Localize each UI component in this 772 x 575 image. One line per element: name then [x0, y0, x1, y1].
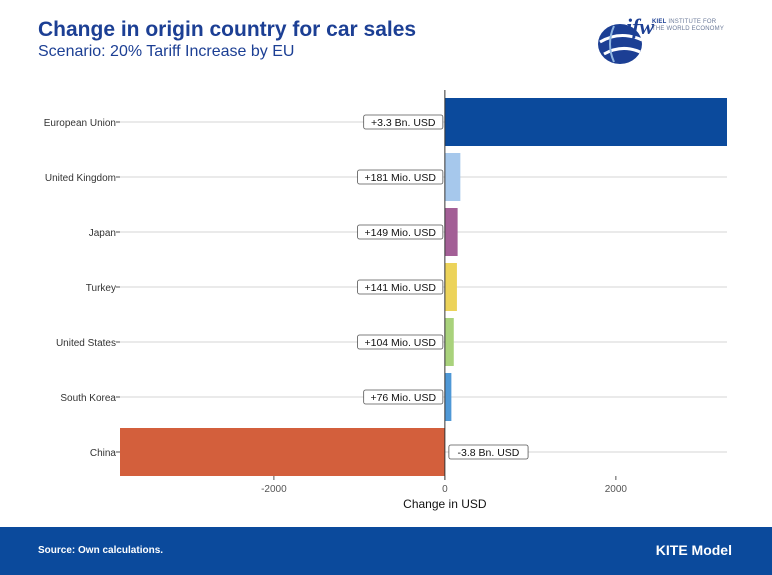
data-label: -3.8 Bn. USD [458, 447, 520, 459]
logo-text: KIEL INSTITUTE FOR THE WORLD ECONOMY [652, 19, 725, 32]
kite-model-brand: KITE Model [655, 542, 732, 558]
category-label: Turkey [86, 283, 116, 294]
bar [444, 208, 458, 256]
source-note: Source: Own calculations. [38, 545, 164, 556]
data-label: +141 Mio. USD [364, 282, 436, 294]
data-label-box [448, 444, 529, 460]
chart-subtitle: Scenario: 20% Tariff Increase by EU [38, 43, 295, 60]
category-label: China [90, 448, 117, 459]
data-label: +104 Mio. USD [364, 337, 436, 349]
data-label-box [357, 334, 444, 350]
footer-bar: Source: Own calculations. KITE Model [0, 527, 772, 575]
data-label: +149 Mio. USD [364, 227, 436, 239]
data-label-box [363, 114, 444, 130]
globe-icon: ifw [598, 14, 654, 64]
category-label: Japan [89, 228, 116, 239]
data-label-box [357, 224, 444, 240]
bar [444, 373, 452, 421]
x-tick-label: -2000 [261, 484, 287, 495]
category-label: United States [56, 338, 116, 349]
data-label-box [363, 389, 444, 405]
x-axis-title: Change in USD [403, 497, 487, 511]
data-label-box [357, 169, 444, 185]
data-label-box [357, 279, 444, 295]
bar [444, 318, 454, 366]
data-label: +181 Mio. USD [364, 172, 436, 184]
x-tick-label: 0 [442, 484, 448, 495]
kiel-institute-logo: ifw [586, 12, 736, 68]
bar [444, 153, 461, 201]
bar-chart: European Union United Kingdom Japan Turkey U… [44, 90, 727, 511]
category-label: European Union [44, 118, 116, 129]
bar [444, 263, 457, 311]
category-label: United Kingdom [45, 173, 116, 184]
category-label: South Korea [60, 393, 116, 404]
bar [444, 98, 727, 146]
data-label: +76 Mio. USD [370, 392, 436, 404]
x-tick-label: 2000 [605, 484, 628, 495]
logo-wordmark: ifw [626, 14, 654, 39]
chart-title: Change in origin country for car sales [38, 18, 417, 41]
data-label: +3.3 Bn. USD [371, 117, 436, 129]
bar [120, 428, 445, 476]
